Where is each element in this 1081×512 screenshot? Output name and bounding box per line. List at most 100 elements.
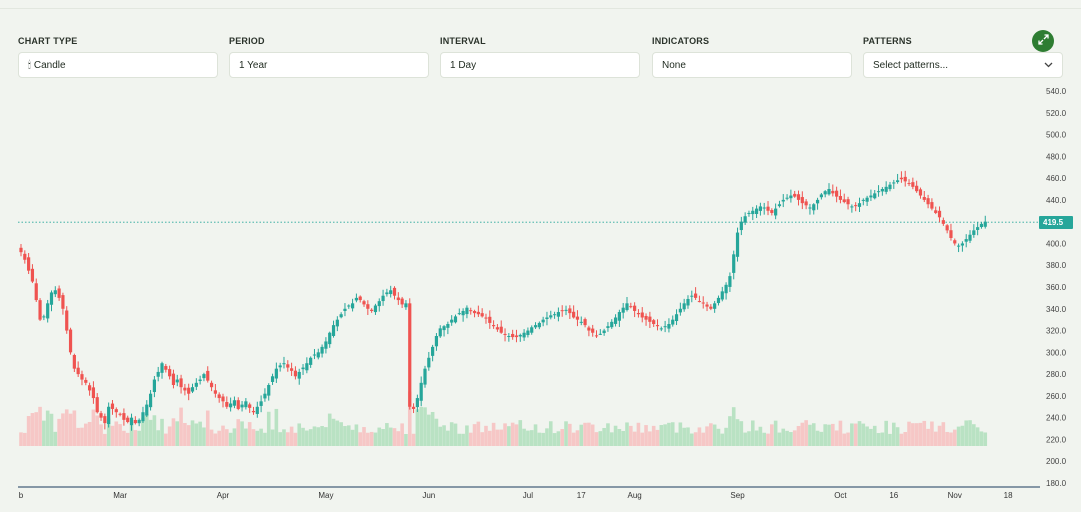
- volume-bar: [579, 424, 584, 446]
- volume-bar: [144, 414, 149, 446]
- candle-body: [751, 210, 755, 215]
- candle-body: [533, 325, 538, 328]
- top-strip: [0, 0, 1081, 9]
- volume-bar: [381, 428, 385, 446]
- chart-type-select[interactable]: 🕯 Candle: [18, 52, 218, 78]
- indicators-select[interactable]: None: [652, 52, 852, 78]
- candle-body: [667, 324, 671, 329]
- volume-bar: [781, 428, 786, 446]
- volume-bar: [209, 429, 214, 446]
- last-price-tag: 419.5: [1039, 216, 1073, 229]
- volume-bar: [857, 421, 862, 446]
- candle-body: [328, 332, 332, 345]
- volume-bar: [956, 426, 961, 446]
- volume-bar: [270, 429, 275, 446]
- volume-bar: [632, 431, 637, 446]
- candle-body: [846, 199, 850, 205]
- candle-body: [869, 195, 873, 198]
- x-tick-label: Aug: [628, 491, 642, 500]
- candle-body: [522, 332, 526, 338]
- candle-body: [343, 308, 347, 311]
- interval-select[interactable]: 1 Day: [440, 52, 640, 78]
- volume-bar: [305, 430, 309, 446]
- candle-body: [320, 346, 324, 354]
- volume-bar: [949, 432, 953, 446]
- volume-bar: [903, 431, 908, 446]
- volume-bar: [430, 411, 435, 446]
- candle-body: [354, 297, 358, 301]
- candle-body: [457, 313, 461, 315]
- volume-bar: [941, 422, 946, 446]
- volume-bar: [831, 423, 835, 446]
- expand-button[interactable]: [1032, 30, 1054, 52]
- volume-bar: [693, 432, 698, 446]
- interval-value: 1 Day: [450, 59, 477, 71]
- candle-body: [762, 207, 766, 209]
- volume-bar: [964, 420, 969, 446]
- volume-bar: [76, 427, 80, 446]
- candle-body: [350, 303, 355, 309]
- volume-bar: [186, 425, 191, 446]
- candle-body: [934, 210, 938, 213]
- candle-body: [804, 201, 808, 206]
- candle-body: [309, 357, 313, 365]
- volume-bar: [468, 432, 473, 446]
- volume-bar: [68, 413, 73, 446]
- volume-bar: [19, 432, 23, 446]
- volume-bar: [503, 423, 507, 446]
- candle-body: [187, 387, 191, 394]
- candle-body: [194, 382, 198, 387]
- candle-body: [503, 333, 507, 335]
- volume-bar: [388, 427, 393, 446]
- volume-bar: [853, 423, 858, 446]
- x-tick-label: b: [19, 491, 24, 500]
- candle-body: [781, 199, 785, 202]
- candle-body: [896, 180, 900, 183]
- interval-label: INTERVAL: [440, 36, 486, 46]
- volume-bar: [72, 410, 77, 446]
- volume-bar: [823, 424, 827, 446]
- volume-bar: [888, 433, 892, 446]
- volume-bar: [396, 431, 401, 446]
- volume-bar: [937, 425, 942, 446]
- candle-body: [370, 309, 374, 311]
- y-tick-label: 240.0: [1046, 414, 1067, 423]
- candle-body: [57, 288, 61, 298]
- candle-body: [644, 315, 648, 320]
- patterns-select[interactable]: Select patterns...: [863, 52, 1063, 78]
- volume-bar: [933, 431, 938, 446]
- candle-body: [819, 194, 823, 198]
- candle-body: [152, 379, 156, 393]
- volume-bar: [716, 428, 721, 446]
- candle-body: [488, 316, 492, 323]
- volume-bar: [766, 433, 770, 446]
- candle-body: [777, 204, 782, 207]
- chart-type-label: CHART TYPE: [18, 36, 78, 46]
- volume-bar: [709, 423, 713, 446]
- y-tick-label: 540.0: [1046, 87, 1067, 96]
- volume-bar: [438, 426, 443, 446]
- period-select[interactable]: 1 Year: [229, 52, 429, 78]
- y-tick-label: 220.0: [1046, 435, 1067, 444]
- candle-body: [774, 208, 778, 216]
- y-tick-label: 180.0: [1046, 479, 1067, 488]
- volume-bar: [792, 430, 797, 446]
- candle-body: [118, 413, 122, 415]
- candle-body: [842, 199, 846, 203]
- volume-bar: [419, 406, 423, 446]
- candle-body: [213, 390, 217, 394]
- candle-body: [415, 398, 419, 408]
- volume-bar: [541, 432, 545, 446]
- chart-type-value: Candle: [33, 59, 66, 71]
- candle-body: [495, 327, 500, 330]
- candle-body: [240, 404, 244, 408]
- volume-bar: [724, 427, 728, 446]
- volume-bar: [38, 406, 42, 446]
- candle-body: [190, 387, 195, 392]
- volume-bar: [808, 424, 812, 446]
- volume-bar: [297, 423, 302, 446]
- candle-body: [514, 335, 519, 338]
- candle-body: [602, 330, 606, 334]
- volume-bar: [259, 428, 263, 446]
